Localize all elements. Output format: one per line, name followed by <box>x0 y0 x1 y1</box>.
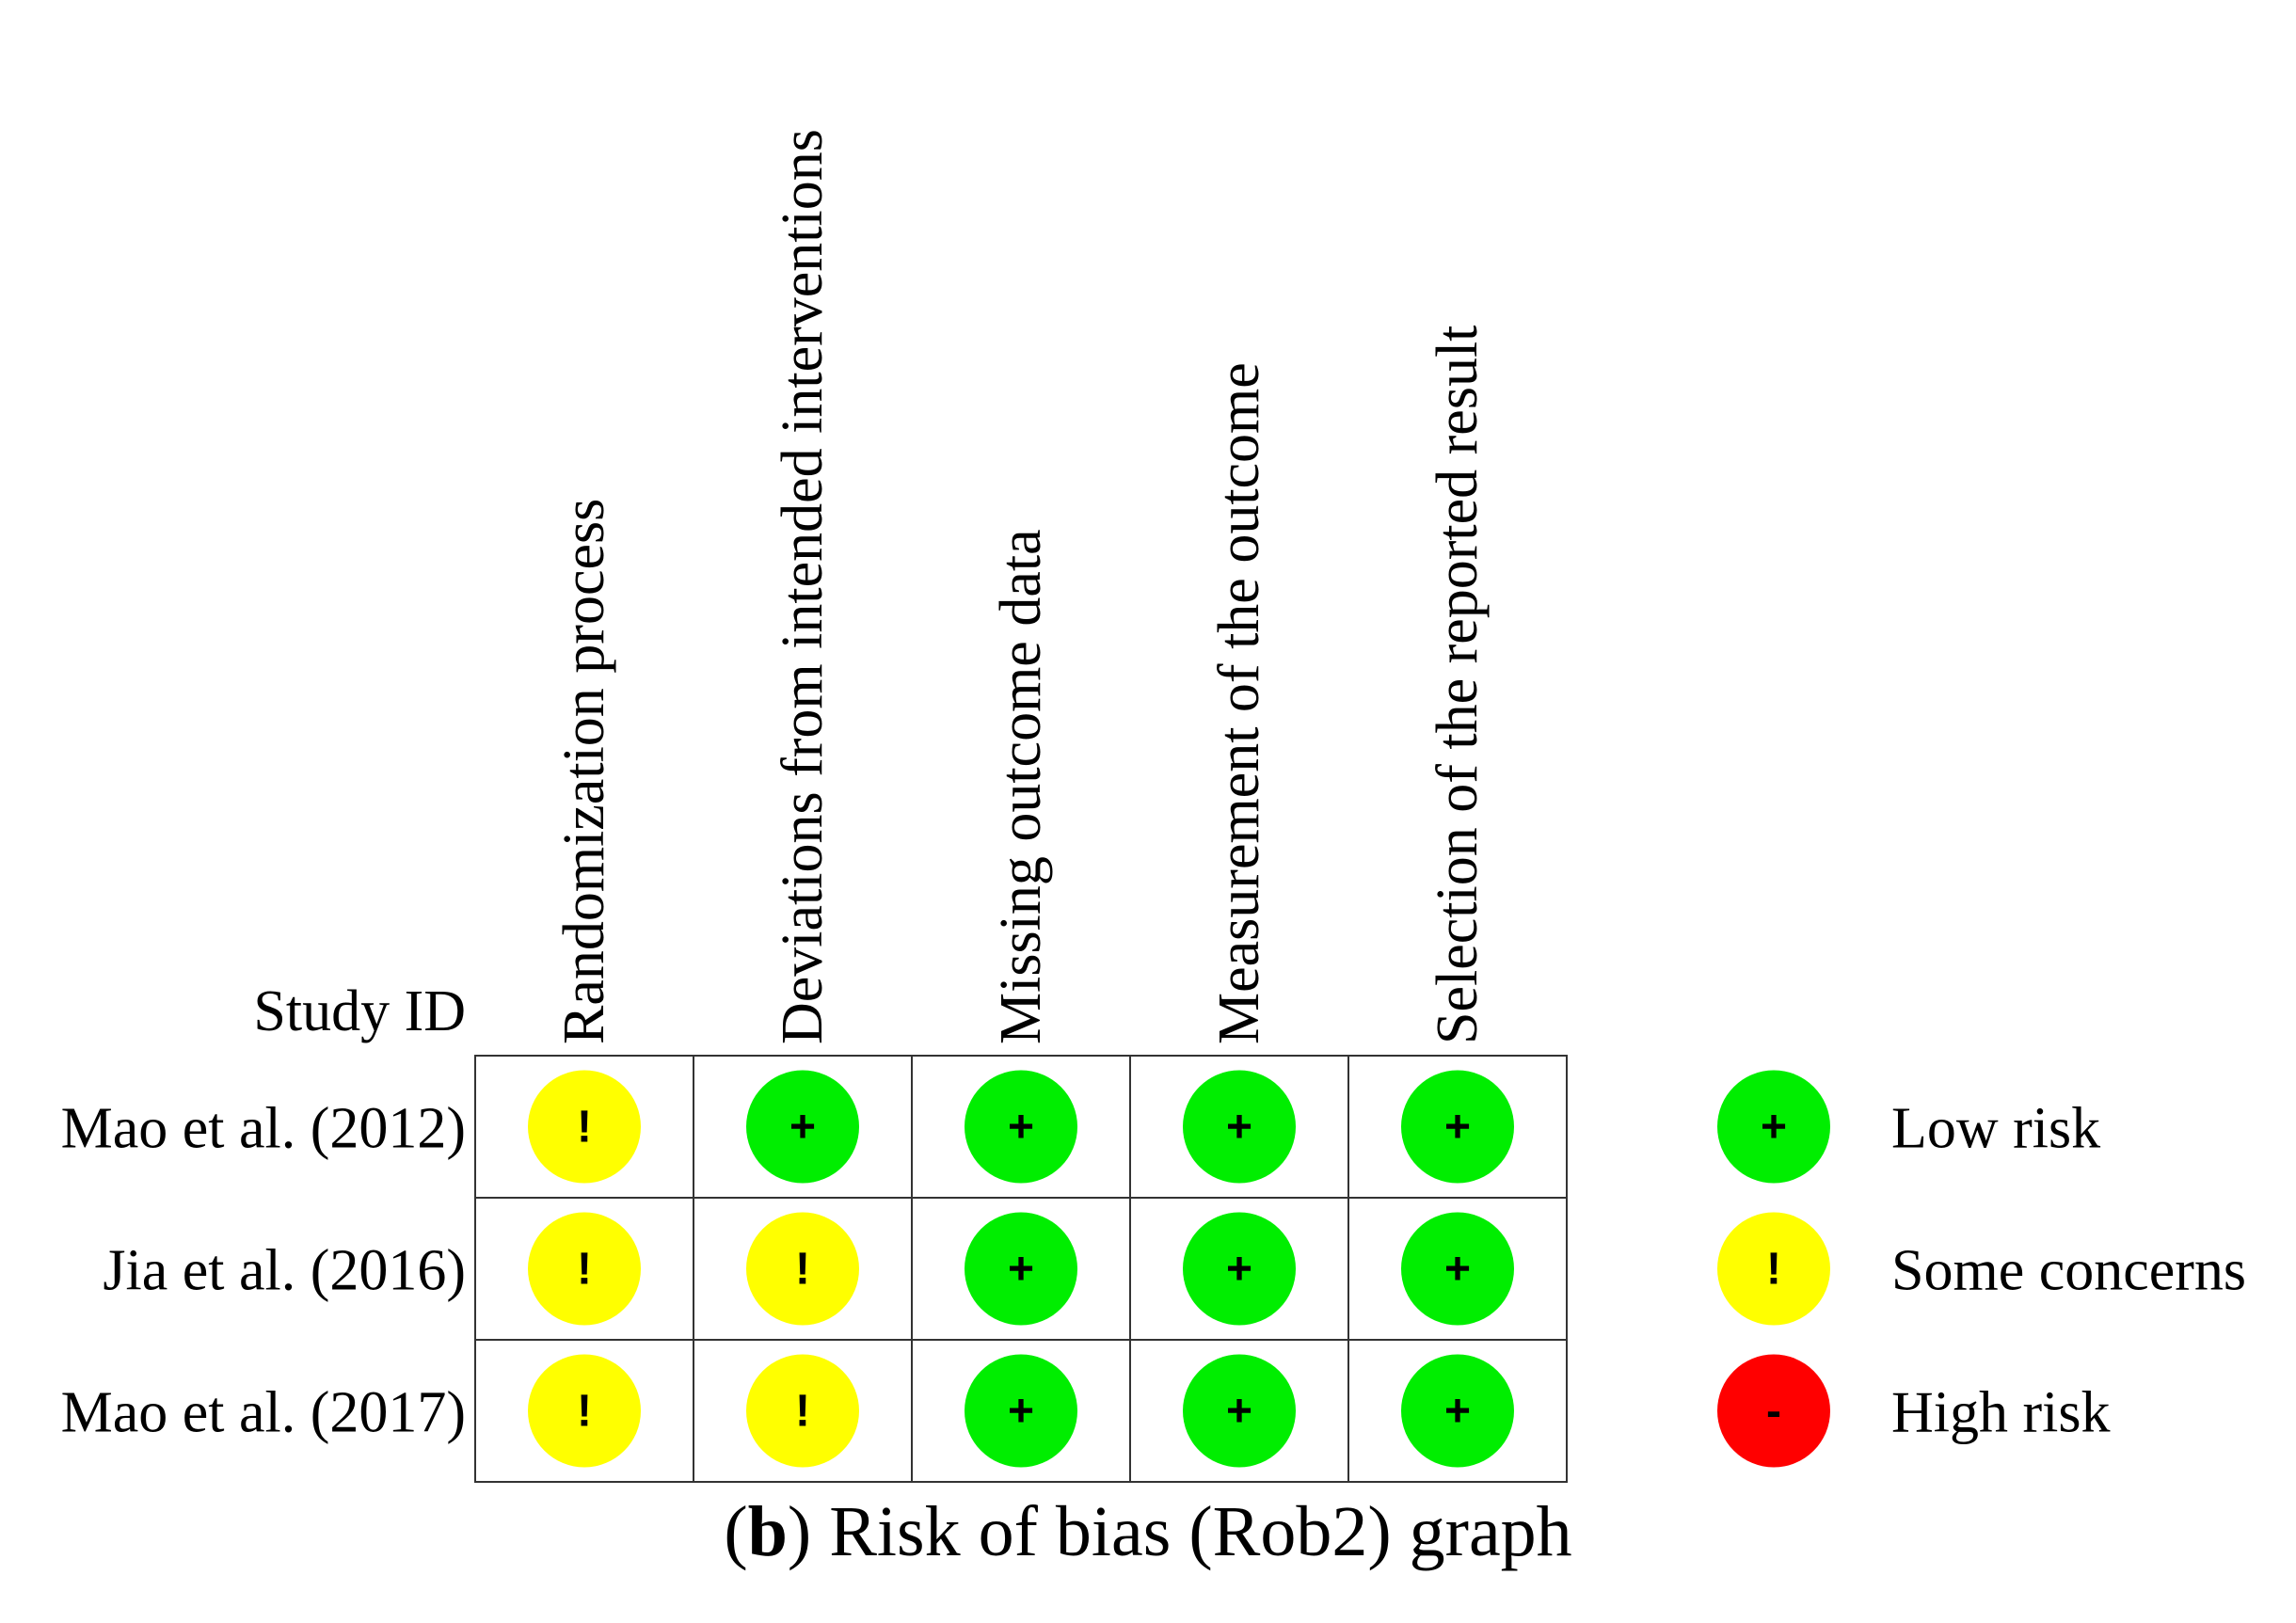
judgement-circle-low <box>965 1354 1077 1468</box>
judgement-circle-low <box>1183 1070 1296 1184</box>
judgement-symbol: ! <box>577 1387 592 1437</box>
row-header-label: Study ID <box>253 979 466 1043</box>
legend-label: High risk <box>1891 1381 2111 1445</box>
judgement-circle-low <box>746 1070 859 1184</box>
judgement-symbol: + <box>1008 1245 1034 1295</box>
domain-label: Randomization process <box>552 499 616 1044</box>
judgement-symbol: ! <box>795 1387 810 1437</box>
judgement-symbol: + <box>789 1103 816 1153</box>
study-label: Mao et al. (2012) <box>61 1097 466 1161</box>
judgement-circle-low <box>1183 1212 1296 1326</box>
legend-label: Low risk <box>1891 1097 2100 1161</box>
judgement-circle-low <box>965 1212 1077 1326</box>
judgement-symbol: ! <box>577 1103 592 1153</box>
judgement-symbol: + <box>1444 1103 1471 1153</box>
judgement-circle-low <box>965 1070 1077 1184</box>
judgement-circle-some <box>528 1070 641 1184</box>
legend-circle-low <box>1717 1070 1830 1184</box>
domain-label: Selection of the reported result <box>1426 326 1490 1044</box>
judgement-symbol: + <box>1226 1387 1252 1437</box>
judgement-circle-some <box>746 1354 859 1468</box>
legend-symbol: ! <box>1766 1245 1781 1295</box>
legend-circle-some <box>1717 1212 1830 1326</box>
legend-label: Some concerns <box>1891 1239 2246 1303</box>
judgement-circle-low <box>1401 1354 1514 1468</box>
judgement-symbol: ! <box>577 1245 592 1295</box>
judgement-symbol: + <box>1226 1103 1252 1153</box>
study-label: Mao et al. (2017) <box>61 1381 466 1445</box>
judgement-symbol: + <box>1008 1387 1034 1437</box>
judgement-symbol: ! <box>795 1245 810 1295</box>
domain-label: Measurement of the outcome <box>1207 362 1271 1044</box>
judgement-circle-some <box>746 1212 859 1326</box>
judgement-symbol: + <box>1444 1245 1471 1295</box>
domain-label: Deviations from intended interventions <box>771 129 835 1044</box>
grid-border <box>474 1055 1568 1483</box>
caption-title: Risk of bias (Rob2) graph <box>829 1492 1572 1571</box>
judgement-circle-low <box>1401 1212 1514 1326</box>
judgement-symbol: + <box>1444 1387 1471 1437</box>
judgement-circle-low <box>1401 1070 1514 1184</box>
judgement-circle-low <box>1183 1354 1296 1468</box>
figure-caption: (b) Risk of bias (Rob2) graph <box>724 1492 1572 1571</box>
study-label: Jia et al. (2016) <box>103 1239 466 1303</box>
domain-label: Missing outcome data <box>989 529 1053 1044</box>
judgement-symbol: + <box>1226 1245 1252 1295</box>
judgement-symbol: + <box>1008 1103 1034 1153</box>
caption-panel-label: b <box>747 1492 788 1571</box>
judgement-circle-some <box>528 1212 641 1326</box>
legend-circle-high <box>1717 1354 1830 1468</box>
judgement-circle-some <box>528 1354 641 1468</box>
legend-symbol: - <box>1766 1387 1781 1437</box>
legend-symbol: + <box>1761 1103 1787 1153</box>
